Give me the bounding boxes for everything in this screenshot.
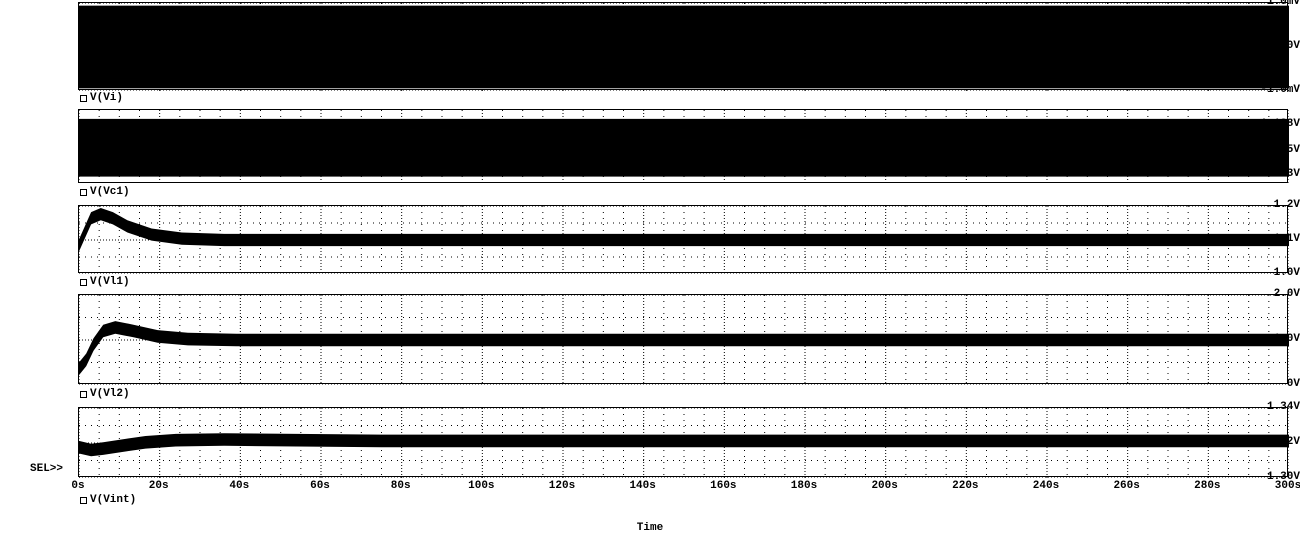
y-tick-label: 1.0mV <box>1228 0 1300 8</box>
y-tick-label: 1.34V <box>1228 401 1300 413</box>
legend-text: V(Vi) <box>90 92 123 104</box>
y-tick-label: 0V <box>1228 378 1300 390</box>
y-tick-label: 1.32V <box>1228 436 1300 448</box>
x-tick-label: 260s <box>1113 480 1139 492</box>
x-tick-label: 0s <box>71 480 84 492</box>
x-tick-label: 140s <box>629 480 655 492</box>
y-tick-label: 1.1V <box>1228 233 1300 245</box>
legend-marker-icon <box>80 189 87 196</box>
plot-pane-1 <box>78 109 1288 183</box>
legend-text: V(Vl1) <box>90 276 130 288</box>
x-tick-label: 160s <box>710 480 736 492</box>
y-tick-label: 1.0V <box>1228 267 1300 279</box>
sel-indicator: SEL>> <box>30 463 63 475</box>
x-tick-label: 40s <box>229 480 249 492</box>
x-tick-label: 220s <box>952 480 978 492</box>
x-tick-label: 300s <box>1275 480 1300 492</box>
legend-marker-icon <box>80 95 87 102</box>
legend-marker-icon <box>80 279 87 286</box>
x-tick-label: 280s <box>1194 480 1220 492</box>
x-tick-label: 120s <box>549 480 575 492</box>
y-tick-label: 1.113V <box>1228 168 1300 180</box>
x-tick-label: 60s <box>310 480 330 492</box>
y-tick-label: -1.0mV <box>1228 84 1300 96</box>
y-tick-label: 1.125V <box>1228 144 1300 156</box>
x-tick-label: 240s <box>1033 480 1059 492</box>
spice-plot-container: 1.0mV 0V -1.0mV V(Vi) 1.138V 1.125V 1.113V V(Vc… <box>0 0 1300 536</box>
x-tick-label: 100s <box>468 480 494 492</box>
legend-text: V(Vint) <box>90 494 136 506</box>
x-tick-label: 20s <box>149 480 169 492</box>
trace-legend: V(Vc1) <box>80 186 130 198</box>
plot-pane-2 <box>78 205 1288 273</box>
y-tick-label: 1.138V <box>1228 118 1300 130</box>
x-tick-label: 80s <box>391 480 411 492</box>
plot-pane-0 <box>78 2 1288 90</box>
trace-legend: V(Vl2) <box>80 388 130 400</box>
y-tick-label: 0V <box>1228 40 1300 52</box>
trace-legend: V(Vl1) <box>80 276 130 288</box>
legend-marker-icon <box>80 497 87 504</box>
legend-text: V(Vc1) <box>90 186 130 198</box>
plot-pane-4 <box>78 407 1288 477</box>
y-tick-label: 1.2V <box>1228 199 1300 211</box>
plot-pane-3 <box>78 294 1288 384</box>
y-tick-label: 1.0V <box>1228 333 1300 345</box>
legend-marker-icon <box>80 391 87 398</box>
x-tick-label: 180s <box>791 480 817 492</box>
x-tick-label: 200s <box>871 480 897 492</box>
trace-legend: V(Vint) <box>80 494 136 506</box>
legend-text: V(Vl2) <box>90 388 130 400</box>
trace-legend: V(Vi) <box>80 92 123 104</box>
y-tick-label: 2.0V <box>1228 288 1300 300</box>
x-axis-title: Time <box>0 522 1300 534</box>
